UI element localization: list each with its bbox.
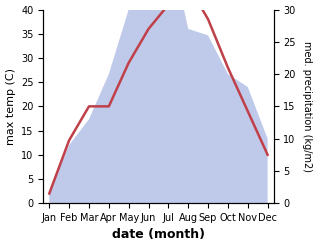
X-axis label: date (month): date (month) <box>112 228 205 242</box>
Y-axis label: med. precipitation (kg/m2): med. precipitation (kg/m2) <box>302 41 313 172</box>
Y-axis label: max temp (C): max temp (C) <box>5 68 16 145</box>
